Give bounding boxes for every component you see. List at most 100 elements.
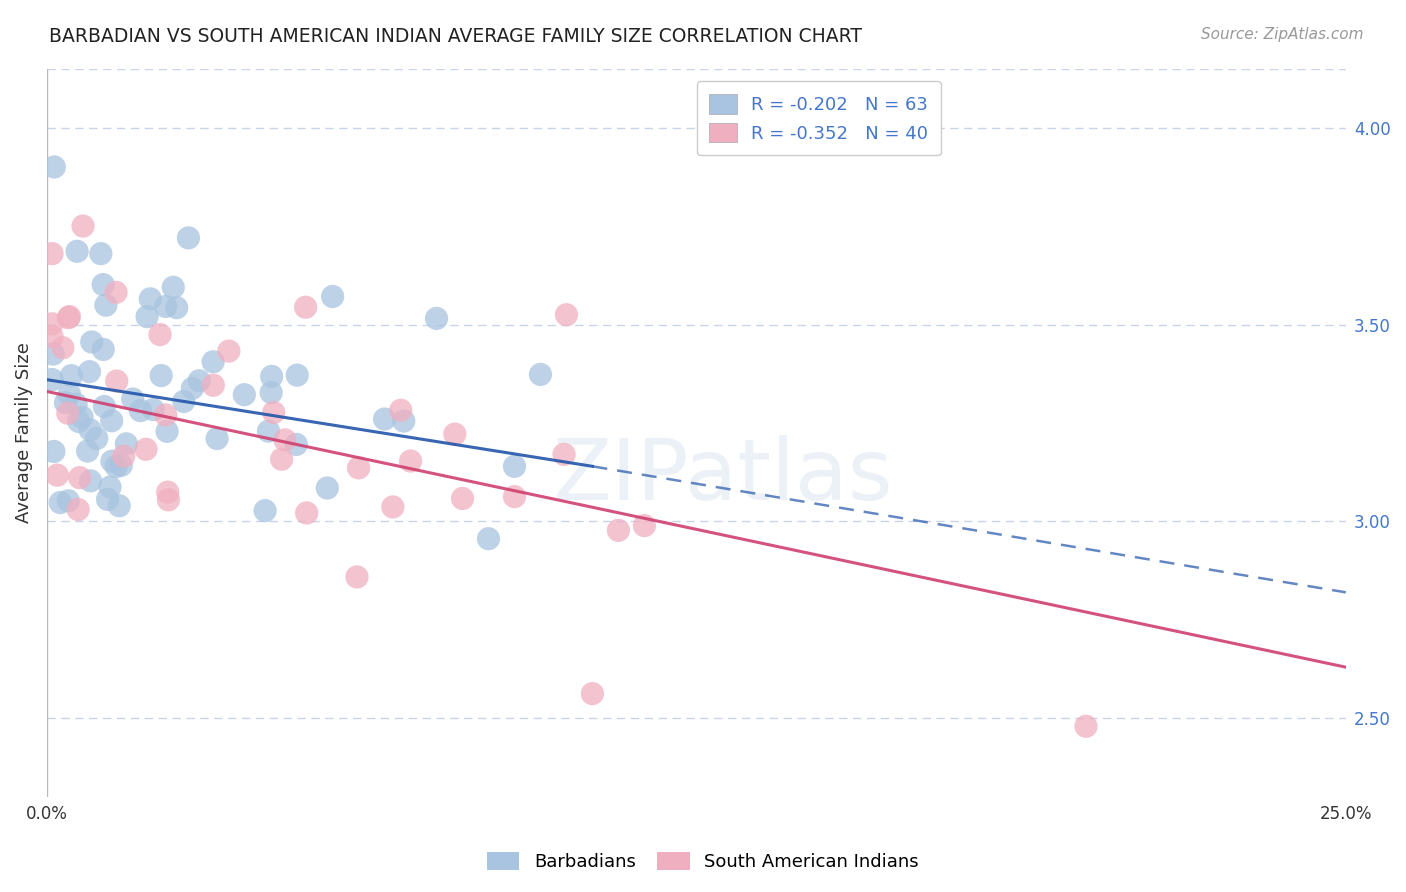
Point [270,452,292,467]
Point [110,458,132,473]
Point [72,219,94,233]
Point [347,461,370,475]
Point [529,368,551,382]
Point [93,400,115,414]
Point [105,374,128,388]
Point [392,414,415,428]
Point [399,454,422,468]
Point [67,414,90,428]
Point [76,444,98,458]
Point [58,310,80,325]
Legend: R = -0.202   N = 63, R = -0.352   N = 40: R = -0.202 N = 63, R = -0.352 N = 40 [697,81,941,155]
Point [607,524,630,538]
Point [155,408,177,422]
Point [346,570,368,584]
Point [254,503,277,517]
Point [67,502,90,516]
Point [41,372,63,386]
Point [41,246,63,260]
Point [155,300,177,314]
Point [218,344,240,359]
Point [166,301,188,315]
Point [105,459,128,474]
Point [108,499,131,513]
Point [86,432,108,446]
Point [69,470,91,484]
Point [633,518,655,533]
Point [42,347,65,361]
Point [100,414,122,428]
Point [105,285,128,300]
Point [46,468,69,483]
Point [49,495,72,509]
Point [581,687,603,701]
Point [202,355,225,369]
Point [90,246,112,260]
Point [121,392,143,406]
Text: Source: ZipAtlas.com: Source: ZipAtlas.com [1201,27,1364,42]
Point [156,485,179,500]
Point [257,424,280,438]
Point [173,394,195,409]
Point [56,406,79,420]
Point [52,341,75,355]
Point [65,397,87,411]
Point [139,292,162,306]
Point [503,459,526,474]
Point [285,437,308,451]
Point [115,437,138,451]
Point [156,425,179,439]
Point [101,454,124,468]
Point [555,308,578,322]
Point [260,385,283,400]
Y-axis label: Average Family Size: Average Family Size [15,343,32,524]
Point [41,317,63,331]
Point [233,387,256,401]
Point [58,310,80,324]
Point [79,423,101,437]
Point [1074,719,1097,733]
Point [79,474,101,488]
Point [285,368,308,383]
Point [42,444,65,458]
Point [274,433,297,447]
Point [70,410,93,425]
Point [188,374,211,388]
Point [58,386,80,401]
Point [553,447,575,461]
Point [205,432,228,446]
Point [66,244,89,259]
Point [181,381,204,395]
Point [44,160,66,174]
Text: ZIPatlas: ZIPatlas [553,435,893,518]
Text: BARBADIAN VS SOUTH AMERICAN INDIAN AVERAGE FAMILY SIZE CORRELATION CHART: BARBADIAN VS SOUTH AMERICAN INDIAN AVERA… [49,27,862,45]
Point [444,427,467,442]
Point [202,378,225,392]
Legend: Barbadians, South American Indians: Barbadians, South American Indians [479,845,927,879]
Point [294,300,316,314]
Point [322,289,344,303]
Point [60,368,83,383]
Point [263,405,285,419]
Point [316,481,339,495]
Point [55,395,77,409]
Point [451,491,474,506]
Point [91,277,114,292]
Point [425,311,447,326]
Point [58,493,80,508]
Point [97,492,120,507]
Point [98,480,121,494]
Point [149,327,172,342]
Point [477,532,499,546]
Point [129,403,152,417]
Point [177,231,200,245]
Point [112,449,135,463]
Point [94,298,117,312]
Point [374,412,396,426]
Point [389,403,412,417]
Point [91,343,114,357]
Point [150,368,173,383]
Point [503,490,526,504]
Point [157,492,180,507]
Point [136,310,159,324]
